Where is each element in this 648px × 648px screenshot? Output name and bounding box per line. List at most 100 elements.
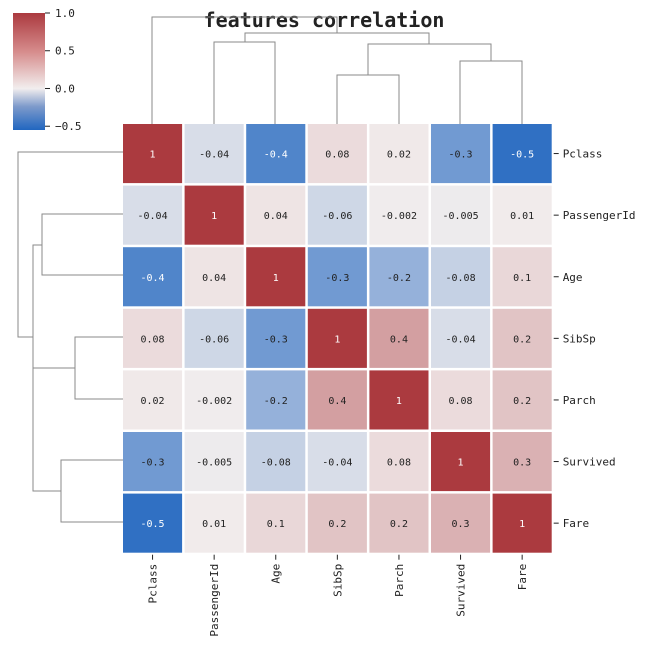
cell-value-label: -0.005 <box>442 211 478 222</box>
heatmap-cell <box>307 124 367 184</box>
heatmap-cell <box>431 185 491 245</box>
heatmap-grid: 1 -0.04 -0.4 0.08 0.02 -0.3 -0.5 -0.04 1 0.04 -0.0… <box>123 124 552 553</box>
row-label: Age <box>563 271 583 284</box>
colorbar-tick-label: −0.5 <box>55 120 82 133</box>
column-label: Parch <box>393 564 406 597</box>
cell-value-label: 0.01 <box>510 211 534 222</box>
heatmap-cell <box>369 432 429 492</box>
heatmap-cell <box>369 308 429 368</box>
cell-value-label: 0.08 <box>141 334 165 345</box>
heatmap-cell <box>307 247 367 307</box>
heatmap-cell <box>123 432 183 492</box>
cell-value-label: -0.2 <box>387 273 411 284</box>
cell-value-label: 1 <box>458 458 464 469</box>
colorbar-tick-label: 1.0 <box>55 7 75 20</box>
cell-value-label: -0.04 <box>137 211 167 222</box>
heatmap-cell <box>307 432 367 492</box>
heatmap-cell <box>184 370 244 430</box>
row-label: Fare <box>563 517 590 530</box>
heatmap-cell <box>369 370 429 430</box>
cell-value-label: -0.4 <box>264 150 288 161</box>
cell-value-label: 0.08 <box>387 458 411 469</box>
column-label: Fare <box>516 564 529 591</box>
cell-value-label: 1 <box>334 334 340 345</box>
heatmap-cell <box>246 124 306 184</box>
heatmap-cell <box>369 124 429 184</box>
heatmap-cell <box>184 185 244 245</box>
row-labels: Pclass PassengerId Age SibSp Parch Survived Fa… <box>553 148 636 530</box>
column-label: Age <box>270 564 283 584</box>
colorbar-tick-label: 0.5 <box>55 45 75 58</box>
heatmap-cell <box>431 308 491 368</box>
cell-value-label: 0.01 <box>202 519 226 530</box>
heatmap-cell <box>246 308 306 368</box>
cell-value-label: -0.5 <box>141 519 165 530</box>
cell-value-label: -0.2 <box>264 396 288 407</box>
row-label: Survived <box>563 456 616 469</box>
heatmap-cell <box>246 432 306 492</box>
heatmap-cell <box>431 370 491 430</box>
row-label: PassengerId <box>563 209 636 222</box>
heatmap-cell <box>369 185 429 245</box>
heatmap-cell <box>184 493 244 553</box>
cell-value-label: -0.08 <box>445 273 475 284</box>
cell-value-label: 0.04 <box>202 273 226 284</box>
cell-value-label: 0.3 <box>513 458 531 469</box>
cell-value-label: -0.3 <box>264 334 288 345</box>
cell-value-label: 0.2 <box>328 519 346 530</box>
column-label: PassengerId <box>208 564 221 637</box>
cell-value-label: 1 <box>211 211 217 222</box>
cell-value-label: -0.3 <box>141 458 165 469</box>
cell-value-label: -0.5 <box>510 150 534 161</box>
cell-value-label: -0.06 <box>199 334 229 345</box>
cell-value-label: -0.04 <box>322 458 352 469</box>
cell-value-label: -0.002 <box>196 396 232 407</box>
column-labels: Pclass PassengerId Age SibSp Parch Survived Fa… <box>147 554 529 637</box>
heatmap-cell <box>492 493 552 553</box>
cell-value-label: -0.005 <box>196 458 232 469</box>
heatmap-cell <box>492 432 552 492</box>
heatmap-cell <box>123 370 183 430</box>
cell-value-label: 1 <box>519 519 525 530</box>
heatmap-cell <box>307 308 367 368</box>
row-label: Pclass <box>563 148 603 161</box>
colorbar-gradient <box>13 13 45 130</box>
heatmap-cell <box>123 493 183 553</box>
heatmap-cell <box>246 493 306 553</box>
cell-value-label: -0.3 <box>449 150 473 161</box>
heatmap-cell <box>123 124 183 184</box>
cell-value-label: 0.2 <box>513 396 531 407</box>
column-dendrogram <box>151 16 523 124</box>
cell-value-label: 0.4 <box>390 334 408 345</box>
cell-value-label: 0.04 <box>264 211 288 222</box>
cell-value-label: 0.02 <box>387 150 411 161</box>
heatmap-cell <box>492 370 552 430</box>
heatmap-cell <box>123 308 183 368</box>
cell-value-label: 1 <box>273 273 279 284</box>
cell-value-label: 0.02 <box>141 396 165 407</box>
column-label: Survived <box>455 564 468 617</box>
cell-value-label: 0.08 <box>449 396 473 407</box>
heatmap-cell <box>431 432 491 492</box>
cell-value-label: 0.2 <box>390 519 408 530</box>
heatmap-cell <box>307 370 367 430</box>
heatmap-cell <box>184 308 244 368</box>
cell-value-label: 0.08 <box>325 150 349 161</box>
heatmap-cell <box>307 185 367 245</box>
heatmap-cell <box>492 124 552 184</box>
cell-value-label: 1 <box>150 150 156 161</box>
row-label: SibSp <box>563 332 596 345</box>
cell-value-label: -0.08 <box>261 458 291 469</box>
heatmap-cell <box>123 247 183 307</box>
column-label: SibSp <box>331 564 344 597</box>
row-label: Parch <box>563 394 596 407</box>
row-dendrogram <box>17 151 123 523</box>
heatmap-cell <box>246 247 306 307</box>
heatmap-cell <box>184 432 244 492</box>
heatmap-cell <box>492 308 552 368</box>
heatmap-cell <box>246 185 306 245</box>
cell-value-label: 0.3 <box>452 519 470 530</box>
column-label: Pclass <box>147 564 160 604</box>
heatmap-cell <box>123 185 183 245</box>
